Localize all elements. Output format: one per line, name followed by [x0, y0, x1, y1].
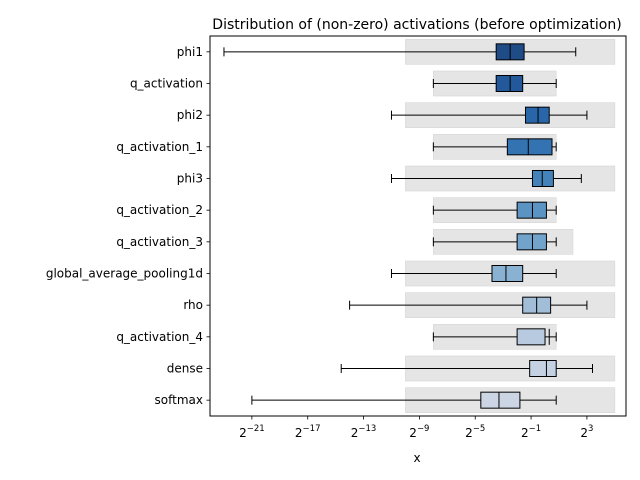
- y-tick-label: q_activation_3: [116, 235, 203, 249]
- y-tick-label: q_activation_1: [116, 140, 203, 154]
- box: [516, 201, 547, 219]
- y-tick-label: phi1: [177, 45, 203, 59]
- box: [524, 106, 550, 124]
- x-axis-label: x: [413, 451, 420, 465]
- x-tick-label: 2−13: [351, 424, 377, 440]
- box: [506, 138, 553, 156]
- chart-title: Distribution of (non-zero) activations (…: [212, 17, 621, 33]
- box: [531, 170, 554, 187]
- plot-frame: [209, 35, 627, 417]
- box: [480, 391, 521, 409]
- y-axis: phi1 q_activation phi2 q_activation_1 phi3 q_…: [46, 45, 210, 407]
- x-tick-label: 2−21: [239, 424, 265, 440]
- y-tick-label: global_average_pooling1d: [46, 267, 203, 281]
- x-tick-label: 2−5: [465, 424, 485, 440]
- y-tick-label: q_activation: [130, 77, 203, 91]
- box: [529, 360, 557, 377]
- box: [516, 233, 547, 251]
- y-tick-label: dense: [167, 362, 203, 376]
- box: [495, 75, 524, 92]
- range-bands: [405, 39, 616, 413]
- x-tick-label: 23: [580, 424, 593, 440]
- box: [491, 265, 524, 282]
- y-tick-label: phi3: [177, 172, 203, 186]
- x-tick-label: 2−17: [295, 424, 321, 440]
- x-axis: 2−21 2−17 2−13 2−9 2−5 2−1 23: [239, 416, 593, 440]
- y-tick-label: softmax: [155, 393, 203, 407]
- y-tick-label: phi2: [177, 108, 203, 122]
- y-tick-label: q_activation_4: [116, 330, 203, 344]
- box: [516, 328, 546, 346]
- box-layer: [223, 43, 593, 409]
- y-tick-label: q_activation_2: [116, 203, 203, 217]
- x-tick-label: 2−9: [409, 424, 429, 440]
- x-tick-label: 2−1: [521, 424, 541, 440]
- y-tick-label: rho: [183, 298, 203, 312]
